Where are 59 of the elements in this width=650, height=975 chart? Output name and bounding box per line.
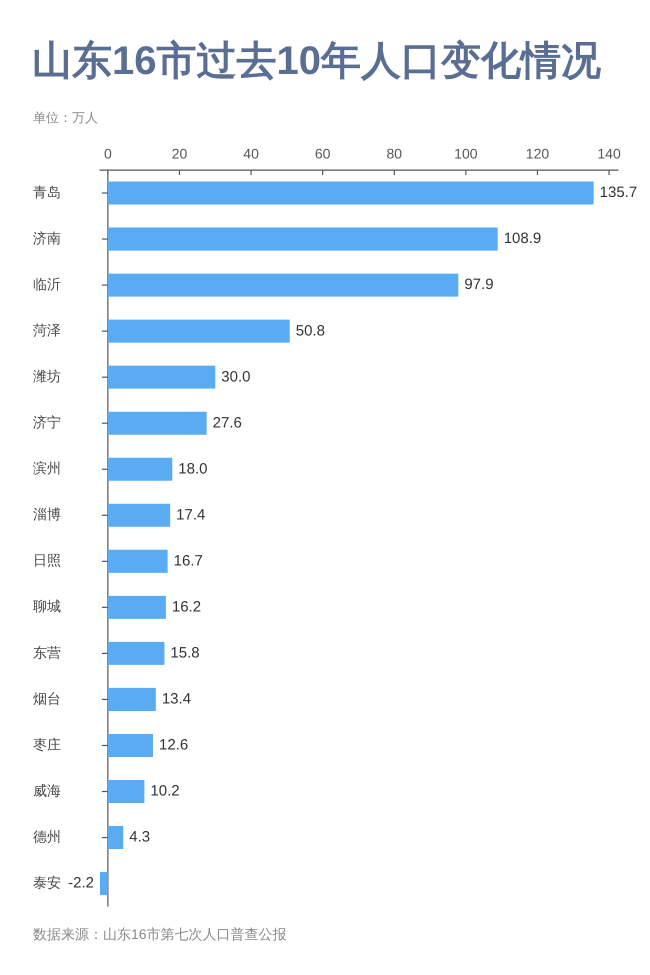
data-label: 13.4 [162,690,192,708]
data-label: 16.7 [174,552,203,570]
chart-title: 山东16市过去10年人口变化情况 [32,38,601,85]
bar [108,458,172,481]
y-tick-label: 菏泽 [33,322,61,338]
x-tick-label: 120 [526,145,550,162]
x-tick-label: 20 [172,145,188,162]
data-label: 16.2 [172,598,202,616]
y-tick-label: 济宁 [33,414,61,430]
text: 单位：万人 [33,109,98,127]
bar [108,412,207,435]
x-tick-label: 40 [243,145,260,162]
y-tick-label: 潍坊 [33,368,61,384]
y-tick-label: 德州 [33,828,61,844]
y-tick-label: 济南 [33,230,61,246]
bar [108,228,498,251]
bar [108,826,124,850]
bar [108,550,168,573]
x-tick-label: 60 [314,145,331,162]
bar [108,182,594,205]
y-tick-label: 枣庄 [33,736,61,752]
data-label: 108.9 [504,230,542,248]
data-label: 18.0 [178,460,208,478]
y-tick-label: 泰安 [33,874,61,890]
x-tick-label: 100 [454,145,478,162]
y-tick-label: 聊城 [33,598,61,614]
y-tick-label: 烟台 [33,690,61,706]
y-tick-label: 青岛 [33,184,61,200]
y-tick-label: 东营 [33,644,61,660]
bar [100,872,108,896]
x-tick-label: 140 [597,145,621,162]
y-tick-label: 日照 [33,552,61,568]
data-label: 50.8 [296,322,325,340]
y-tick-label: 淄博 [33,506,61,522]
bar [108,688,156,711]
bar [108,780,144,804]
y-tick-label: 威海 [33,782,61,798]
data-label: 97.9 [464,276,494,294]
data-label: 15.8 [170,644,200,662]
y-tick-label: 滨州 [33,460,61,476]
bar [108,274,458,297]
x-tick-label: 0 [104,145,112,162]
bar [108,504,170,527]
data-label: 10.2 [150,782,180,800]
data-label: 30.0 [221,368,250,386]
y-tick-label: 临沂 [33,276,61,292]
data-label: 12.6 [158,736,188,754]
bar [108,320,290,343]
bar [108,734,153,757]
data-label: 4.3 [129,828,150,846]
data-label: 27.6 [212,414,242,432]
x-tick-label: 80 [386,145,402,162]
data-label: 135.7 [600,184,638,202]
bar [108,642,164,665]
data-label: -2.2 [68,874,94,892]
bar [108,596,166,619]
source-note: 数据来源：山东16市第七次人口普查公报 [33,926,287,944]
data-label: 17.4 [176,506,206,524]
bar [108,366,216,389]
